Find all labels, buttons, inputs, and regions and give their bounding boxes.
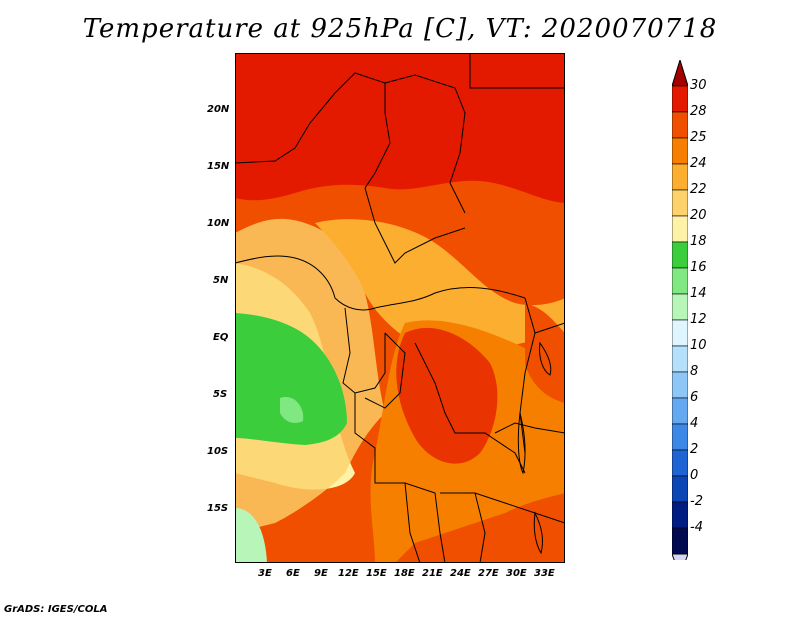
- temperature-map: [235, 53, 565, 563]
- colorbar-label: 12: [690, 312, 707, 327]
- colorbar-label: -4: [690, 520, 703, 535]
- colorbar-segment: [672, 267, 688, 295]
- lon-label: 18E: [394, 568, 415, 579]
- colorbar-label: 24: [690, 156, 707, 171]
- colorbar-label: 10: [690, 338, 707, 353]
- lon-label: 27E: [478, 568, 499, 579]
- map-frame: [235, 53, 565, 563]
- lat-label: 5S: [213, 389, 228, 400]
- colorbar-segment: [672, 111, 688, 139]
- lon-label: 12E: [338, 568, 359, 579]
- colorbar-label: 28: [690, 104, 707, 119]
- lake-outlines: [517, 341, 552, 555]
- colorbar-bottom-arrow: [672, 553, 688, 560]
- lat-label: EQ: [213, 332, 229, 343]
- colorbar-label: 2: [690, 442, 699, 457]
- colorbar-label: 0: [690, 468, 699, 483]
- lat-label: 20N: [207, 104, 230, 115]
- lon-label: 24E: [450, 568, 471, 579]
- colorbar-top-arrow: [672, 60, 688, 87]
- temperature-field-hot-north: [235, 53, 565, 203]
- lat-label: 5N: [213, 275, 229, 286]
- colorbar-segment: [672, 423, 688, 451]
- lat-label: 15N: [207, 161, 230, 172]
- temperature-field-lightgreen: [280, 397, 304, 423]
- colorbar-label: 22: [690, 182, 707, 197]
- colorbar-label: 4: [690, 416, 699, 431]
- colorbar-segment: [672, 371, 688, 399]
- lon-label: 3E: [258, 568, 272, 579]
- credit-text: GrADS: IGES/COLA: [4, 604, 108, 615]
- colorbar-segment: [672, 475, 688, 503]
- colorbar-label: 20: [690, 208, 707, 223]
- colorbar-segment: [672, 215, 688, 243]
- colorbar-label: -2: [690, 494, 703, 509]
- colorbar-label: 25: [690, 130, 707, 145]
- lat-label: 10S: [207, 446, 229, 457]
- lon-label: 30E: [506, 568, 527, 579]
- temperature-field-green: [235, 313, 347, 445]
- colorbar-label: 30: [690, 78, 707, 93]
- country-borders: [235, 53, 565, 563]
- colorbar-segment: [672, 293, 688, 321]
- temperature-field-hot-core: [396, 327, 498, 464]
- lat-label: 15S: [207, 503, 229, 514]
- colorbar: [672, 60, 688, 560]
- lon-label: 15E: [366, 568, 387, 579]
- colorbar-segment: [672, 319, 688, 347]
- colorbar-segment: [672, 241, 688, 269]
- colorbar-segment: [672, 85, 688, 113]
- lon-label: 21E: [422, 568, 443, 579]
- colorbar-segment: [672, 189, 688, 217]
- map-canvas: [235, 53, 565, 563]
- colorbar-label: 6: [690, 390, 699, 405]
- colorbar-label: 14: [690, 286, 707, 301]
- colorbar-segment: [672, 449, 688, 477]
- colorbar-segment: [672, 345, 688, 373]
- temperature-field-east: [525, 303, 565, 403]
- lat-label: 10N: [207, 218, 230, 229]
- colorbar-segment: [672, 163, 688, 191]
- colorbar-label: 8: [690, 364, 699, 379]
- colorbar-segment: [672, 527, 688, 555]
- lon-label: 33E: [534, 568, 555, 579]
- colorbar-segment: [672, 137, 688, 165]
- colorbar-label: 18: [690, 234, 707, 249]
- map-title: Temperature at 925hPa [C], VT: 202007071…: [82, 14, 718, 44]
- colorbar-label: 16: [690, 260, 707, 275]
- lon-label: 9E: [314, 568, 328, 579]
- colorbar-segment: [672, 501, 688, 529]
- colorbar-segment: [672, 397, 688, 425]
- lon-label: 6E: [286, 568, 300, 579]
- temperature-field-mint: [235, 508, 267, 563]
- temperature-field-light-orange: [315, 219, 565, 358]
